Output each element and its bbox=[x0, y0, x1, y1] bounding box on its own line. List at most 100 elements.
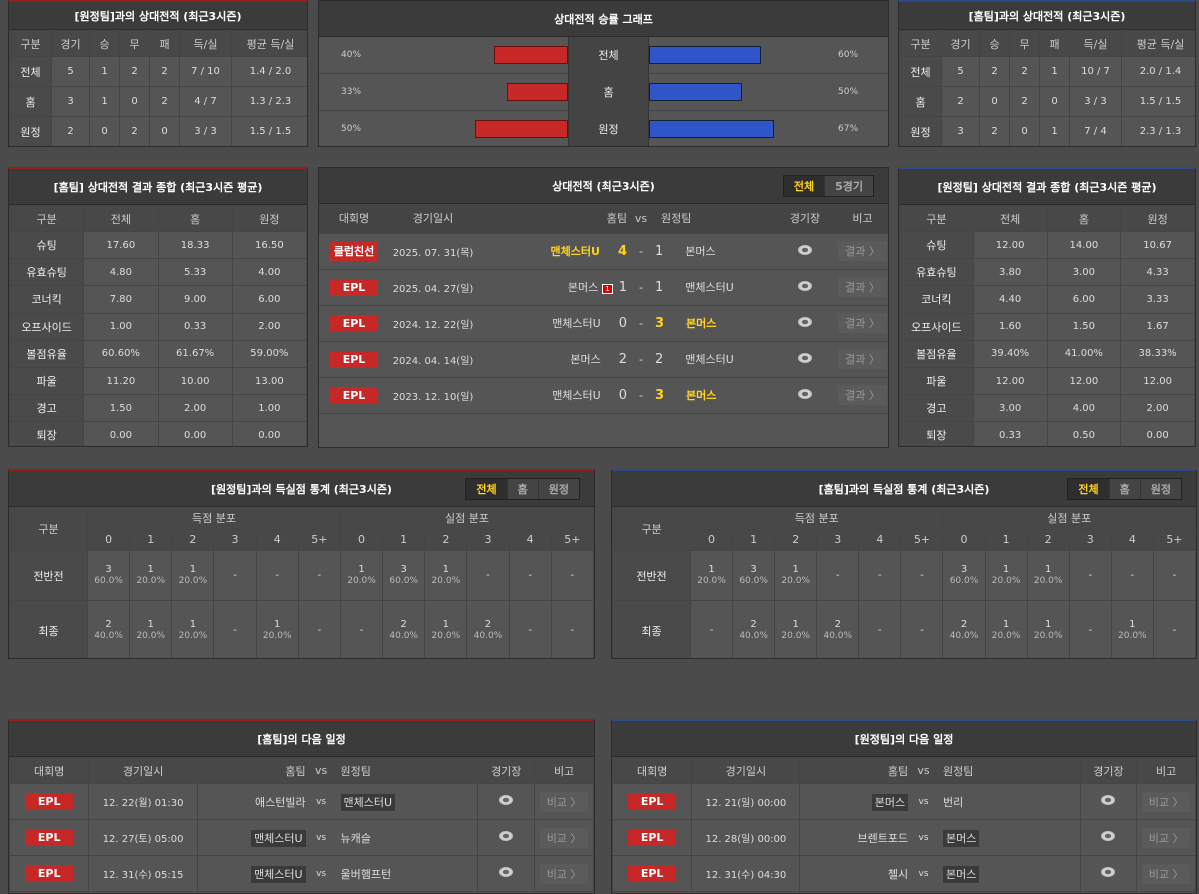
home-team[interactable]: 맨체스터U bbox=[550, 245, 600, 258]
away-team[interactable]: 맨체스터U bbox=[340, 793, 396, 811]
column-header: 홈 bbox=[157, 205, 233, 232]
goal-count-header: 2 bbox=[171, 528, 215, 551]
toggle-option[interactable]: 전체 bbox=[466, 478, 507, 499]
away-team-cell: 울버햄프턴 bbox=[336, 855, 479, 892]
stat-value: 9.00 bbox=[157, 285, 233, 314]
result-button[interactable]: 결과 〉 bbox=[838, 313, 887, 333]
compare-button[interactable]: 비교 〉 bbox=[1141, 863, 1191, 884]
toggle-option[interactable]: 5경기 bbox=[824, 175, 873, 196]
compare-button[interactable]: 비교 〉 bbox=[539, 827, 589, 848]
result-button[interactable]: 결과 〉 bbox=[838, 385, 887, 405]
result-cell: 결과 〉 bbox=[835, 376, 888, 414]
panel-title: [홈팀]과의 상대전적 (최근3시즌) bbox=[899, 2, 1195, 30]
home-team[interactable]: 맨체스터U bbox=[251, 829, 306, 847]
row-label: 파울 bbox=[899, 366, 974, 396]
away-team[interactable]: 맨체스터U bbox=[685, 353, 734, 366]
stadium-icon[interactable] bbox=[798, 316, 812, 327]
stadium-icon[interactable] bbox=[798, 352, 812, 363]
away-team[interactable]: 본머스 bbox=[686, 389, 717, 402]
goal-count: 1 bbox=[1002, 619, 1010, 631]
stat-value: 17.60 bbox=[83, 230, 159, 260]
column-header: 전체 bbox=[83, 205, 159, 232]
toggle-option[interactable]: 원정 bbox=[1139, 478, 1181, 499]
away-team[interactable]: 본머스 bbox=[685, 245, 716, 258]
distribution-cell: 1 20.0% bbox=[689, 550, 734, 601]
column-header: 전체 bbox=[972, 205, 1048, 232]
row-label: 퇴장 bbox=[899, 421, 974, 446]
home-team[interactable]: 첼시 bbox=[887, 867, 909, 881]
distribution-cell: - bbox=[900, 550, 944, 601]
result-button[interactable]: 결과 〉 bbox=[838, 277, 887, 297]
away-team[interactable]: 본머스 bbox=[942, 829, 980, 847]
home-team[interactable]: 애스턴빌라 bbox=[254, 795, 306, 809]
stat-value: 3.00 bbox=[1046, 258, 1122, 287]
stadium-icon[interactable] bbox=[798, 388, 812, 399]
away-team[interactable]: 뉴캐슬 bbox=[340, 831, 371, 845]
away-team[interactable]: 본머스 bbox=[942, 865, 980, 883]
match-date: 12. 27(토) 05:00 bbox=[88, 819, 198, 856]
column-header: 홈 bbox=[1046, 205, 1122, 232]
stadium-icon[interactable] bbox=[499, 831, 514, 841]
away-team-cell: 번리 bbox=[938, 783, 1081, 820]
goal-count: - bbox=[1172, 569, 1177, 581]
toggle-option[interactable]: 홈 bbox=[506, 478, 538, 499]
stat-value: 0.00 bbox=[157, 421, 233, 446]
home-team[interactable]: 맨체스터U bbox=[251, 865, 306, 883]
home-team[interactable]: 본머스 bbox=[570, 353, 601, 366]
column-header: 구분 bbox=[899, 205, 974, 232]
stadium-icon[interactable] bbox=[1101, 867, 1116, 877]
away-team-cell: 2 맨체스터U bbox=[655, 340, 775, 378]
column-header: 원정팀 bbox=[336, 757, 479, 784]
toggle-option[interactable]: 전체 bbox=[783, 175, 825, 196]
stadium-icon[interactable] bbox=[1101, 795, 1116, 805]
stadium-cell bbox=[775, 232, 835, 270]
compare-button[interactable]: 비교 〉 bbox=[1141, 827, 1191, 848]
result-button[interactable]: 결과 〉 bbox=[838, 349, 887, 369]
goal-count-header: 0 bbox=[86, 528, 131, 551]
home-team[interactable]: 맨체스터U bbox=[552, 389, 601, 402]
match-date: 12. 31(수) 04:30 bbox=[691, 855, 801, 892]
stadium-icon[interactable] bbox=[798, 280, 812, 291]
stat-value: 3 / 3 bbox=[179, 116, 232, 146]
goal-count: - bbox=[1172, 624, 1177, 636]
goal-count-header: 5+ bbox=[550, 528, 594, 551]
row-label: 최종 bbox=[9, 600, 88, 658]
competition-badge: EPL bbox=[330, 278, 378, 296]
toggle-option[interactable]: 홈 bbox=[1108, 478, 1140, 499]
home-team[interactable]: 본머스 bbox=[567, 281, 599, 294]
away-team[interactable]: 울버햄프턴 bbox=[340, 867, 392, 881]
toggle-option[interactable]: 전체 bbox=[1068, 478, 1109, 499]
vs-label: vs bbox=[908, 783, 939, 820]
home-team-cell: 본머스 2 bbox=[477, 340, 627, 378]
stadium-icon[interactable] bbox=[499, 867, 514, 877]
compare-button[interactable]: 비교 〉 bbox=[539, 791, 589, 812]
compare-button[interactable]: 비교 〉 bbox=[1141, 791, 1191, 812]
stadium-icon[interactable] bbox=[798, 244, 812, 255]
toggle-option[interactable]: 원정 bbox=[537, 478, 579, 499]
stat-value: 0 bbox=[1039, 86, 1070, 117]
away-win-bar bbox=[475, 120, 568, 138]
schedule-row: EPL 12. 22(월) 01:30 애스턴빌라 vs 맨체스터U 비교 〉 bbox=[9, 783, 594, 820]
home-team[interactable]: 브렌트포드 bbox=[857, 831, 909, 845]
stat-value: 3 / 3 bbox=[1069, 86, 1122, 117]
row-label: 홈 bbox=[9, 86, 52, 117]
away-team[interactable]: 번리 bbox=[942, 795, 964, 809]
home-team[interactable]: 본머스 bbox=[871, 793, 909, 811]
stadium-icon[interactable] bbox=[499, 795, 514, 805]
home-team[interactable]: 맨체스터U bbox=[552, 317, 601, 330]
compare-button[interactable]: 비교 〉 bbox=[539, 863, 589, 884]
stat-value: 12.00 bbox=[1120, 366, 1195, 396]
right-bar-area bbox=[649, 74, 838, 110]
label-column-header: 구분 bbox=[612, 507, 691, 551]
vs-label: vs bbox=[305, 819, 337, 856]
result-button[interactable]: 결과 〉 bbox=[838, 241, 887, 261]
away-team[interactable]: 맨체스터U bbox=[685, 281, 734, 294]
match-date: 2024. 04. 14(일) bbox=[389, 340, 477, 378]
home-score: 0 bbox=[618, 316, 627, 331]
stadium-icon[interactable] bbox=[1101, 831, 1116, 841]
winrate-row: 50% 원정 67% bbox=[319, 111, 888, 146]
stat-value: 3 bbox=[51, 86, 90, 117]
away-team[interactable]: 본머스 bbox=[686, 317, 717, 330]
table-row: 슈팅 17.60 18.33 16.50 bbox=[9, 230, 307, 260]
